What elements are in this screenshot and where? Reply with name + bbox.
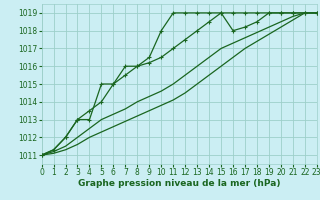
- X-axis label: Graphe pression niveau de la mer (hPa): Graphe pression niveau de la mer (hPa): [78, 179, 280, 188]
